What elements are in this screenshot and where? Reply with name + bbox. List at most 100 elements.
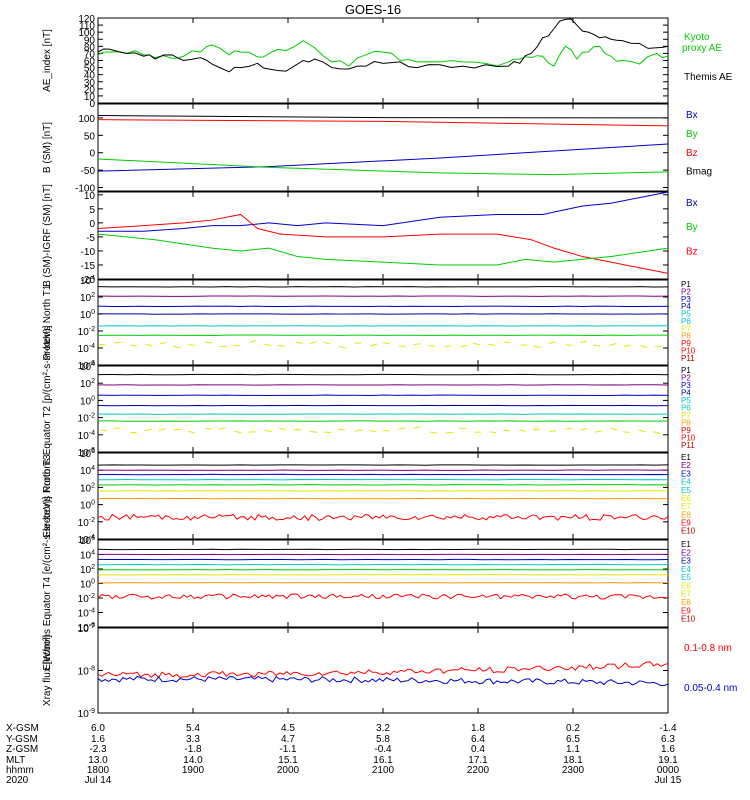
series-line-p7 [580, 427, 588, 431]
panel-b_sm_minus_igrf: -20 -15 -10 -5 0 5 10 B (SM)-IGRF (SM) [nT] Bx By… [42, 184, 698, 287]
tick-label: 10-4 [78, 430, 95, 442]
tick-label: 102 [80, 378, 95, 390]
series-line-by [97, 158, 669, 176]
tick-label: 10-4 [78, 343, 95, 355]
tick-label: -5 [86, 233, 95, 244]
series-line-p7 [338, 345, 347, 349]
legend-e5: E5 [681, 573, 691, 582]
series-line-p7 [413, 343, 421, 346]
x-axis-value: 0.4 [471, 744, 485, 755]
x-axis-value: 15.1 [278, 755, 298, 766]
legend-p4: P4 [681, 302, 691, 311]
x-axis-value: 5.4 [186, 723, 200, 734]
x-axis-value: -2.3 [89, 744, 107, 755]
series-line-p7 [472, 342, 480, 346]
tick-label: 10-6 [78, 447, 95, 459]
legend-e1: E1 [681, 453, 691, 462]
x-axis-value: 3.2 [376, 723, 390, 734]
tick-label: 70 [84, 49, 96, 60]
legend-p4: P4 [681, 388, 691, 397]
panel-frame [97, 539, 669, 628]
tick-label: 120 [78, 14, 95, 25]
y-axis-label: Electrons Equator T4 [e/(cm²-s-sr-keV)] [42, 496, 53, 671]
series-line-p7 [294, 428, 302, 431]
tick-label: 10-2 [78, 517, 95, 529]
legend-bmag: Bmag [686, 167, 712, 178]
tick-label: -20 [81, 275, 96, 286]
series-line-e8 [97, 513, 669, 522]
tick-label: 10-7 [78, 623, 95, 635]
tick-label: -15 [81, 261, 96, 272]
legend-p2: P2 [681, 373, 691, 382]
series-line-p7 [188, 430, 196, 434]
tick-label: 90 [84, 35, 96, 46]
x-axis-value: 17.1 [468, 755, 488, 766]
tick-label: 10-2 [78, 326, 95, 338]
y-axis-label: Protons Equator T2 [p/(cm²-s-sr-keV)] [42, 325, 53, 492]
x-axis-value: -1.8 [184, 744, 202, 755]
tick-label: 0 [89, 99, 95, 110]
legend-e4: E4 [681, 565, 691, 574]
x-axis-value: -0.4 [374, 744, 392, 755]
legend-0-05-0-4-nm: 0.05-0.4 nm [684, 683, 737, 694]
tick-label: 0 [89, 219, 95, 230]
legend-p10: P10 [681, 347, 696, 356]
series-line-p7 [355, 429, 363, 432]
y-axis-label: B (SM)-IGRF (SM) [nT] [42, 184, 53, 287]
series-line-p7 [369, 430, 377, 433]
tick-label: 10 [84, 191, 96, 202]
legend-e2: E2 [681, 461, 691, 470]
tick-label: 10-9 [78, 708, 95, 720]
x-axis-value: 4.5 [281, 723, 295, 734]
tick-label: -100 [75, 184, 95, 195]
series-line-p7 [159, 341, 167, 345]
x-axis-value: 1.6 [661, 744, 675, 755]
series-line-p7 [638, 429, 646, 433]
legend-0-1-0-8-nm: 0.1-0.8 nm [684, 643, 732, 654]
x-axis-value: Jul 14 [85, 775, 112, 786]
x-axis-value: 0.2 [566, 723, 580, 734]
tick-label: 0 [89, 149, 95, 160]
series-line-p7 [623, 344, 631, 347]
series-line-p7 [548, 430, 556, 433]
legend-p11: P11 [681, 354, 695, 363]
legend-e3: E3 [681, 557, 691, 566]
series-line-0-1-0-8-nm [97, 661, 669, 679]
series-line-p7 [100, 429, 108, 432]
series-line-by [97, 233, 669, 266]
x-row-label: X-GSM [6, 723, 39, 734]
panel-frame [97, 103, 669, 192]
legend-p2: P2 [681, 287, 691, 296]
tick-label: 100 [80, 500, 95, 512]
legend-e8: E8 [681, 510, 691, 519]
x-axis-value: 2300 [562, 765, 585, 776]
legend-bx: Bx [686, 198, 698, 209]
tick-label: 10-4 [78, 534, 95, 546]
series-line-bx [97, 143, 669, 172]
legend-e10: E10 [681, 527, 696, 536]
legend-p8: P8 [681, 332, 691, 341]
x-axis-value: 1.8 [471, 723, 485, 734]
series-line-p7 [129, 344, 137, 347]
legend-by: By [686, 222, 698, 233]
legend-e8: E8 [681, 598, 691, 607]
series-line-p7 [338, 428, 345, 431]
legend-e9: E9 [681, 519, 691, 528]
panel-frame [97, 452, 669, 540]
series-line-p7 [398, 427, 406, 430]
legend-e3: E3 [681, 469, 691, 478]
legend-e1: E1 [681, 540, 691, 549]
legend-e7: E7 [681, 590, 691, 599]
tick-label: 104 [80, 361, 95, 373]
tick-label: 100 [80, 395, 95, 407]
legend-e4: E4 [681, 478, 691, 487]
x-axis-value: 14.0 [183, 755, 203, 766]
legend-bz: Bz [686, 246, 698, 257]
x-axis-value: 0000 [657, 765, 680, 776]
tick-label: 110 [79, 21, 95, 32]
legend-p5: P5 [681, 396, 691, 405]
tick-label: 10-2 [78, 593, 95, 605]
panel-frame [97, 279, 669, 366]
